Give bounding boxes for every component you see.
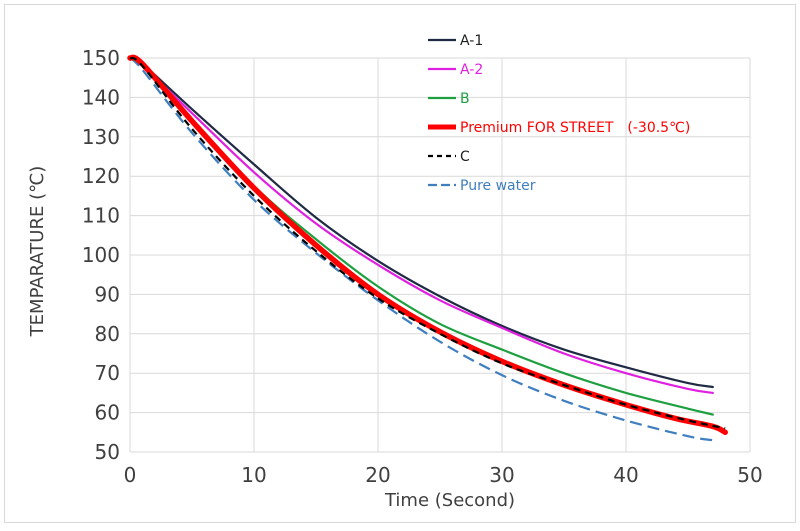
series-line-0 <box>128 56 714 389</box>
legend-label: Pure water <box>460 178 536 194</box>
series-lines <box>127 54 728 442</box>
series-line-2 <box>128 56 714 416</box>
x-tick-label: 40 <box>613 463 638 487</box>
y-tick-label: 140 <box>82 85 120 109</box>
y-tick-label: 150 <box>82 46 120 70</box>
legend-label: Premium FOR STREET (-30.5℃) <box>460 120 690 136</box>
legend-label: B <box>460 91 470 107</box>
chart-frame <box>4 4 796 523</box>
y-tick-label: 110 <box>82 204 120 228</box>
y-tick-label: 90 <box>95 282 120 306</box>
y-tick-label: 100 <box>82 243 120 267</box>
x-tick-label: 10 <box>241 463 266 487</box>
legend-label: C <box>460 149 470 165</box>
y-tick-label: 60 <box>95 401 120 425</box>
x-tick-label: 20 <box>365 463 390 487</box>
y-tick-label: 80 <box>95 322 120 346</box>
y-tick-label: 70 <box>95 361 120 385</box>
x-tick-label: 0 <box>124 463 137 487</box>
y-axis-label: TEMPARATURE (℃) <box>27 166 48 338</box>
y-tick-label: 130 <box>82 125 120 149</box>
y-tick-label: 50 <box>95 440 120 464</box>
series-line-1 <box>128 56 714 394</box>
x-axis-label: Time (Second) <box>384 490 515 511</box>
x-tick-label: 30 <box>489 463 514 487</box>
legend: A-1 A-2 B Premium FOR STREET (-30.5℃) C Pure … <box>428 33 690 194</box>
legend-label: A-1 <box>460 33 483 49</box>
series-line-5 <box>129 57 713 442</box>
gridlines <box>129 57 751 453</box>
y-tick-label: 120 <box>82 164 120 188</box>
legend-label: A-2 <box>460 62 483 78</box>
axes: 0 10 20 30 40 50 50 60 70 80 90 100 110 120 130 140 150 <box>82 46 763 487</box>
series-line-4 <box>129 56 726 430</box>
x-tick-label: 50 <box>737 463 762 487</box>
